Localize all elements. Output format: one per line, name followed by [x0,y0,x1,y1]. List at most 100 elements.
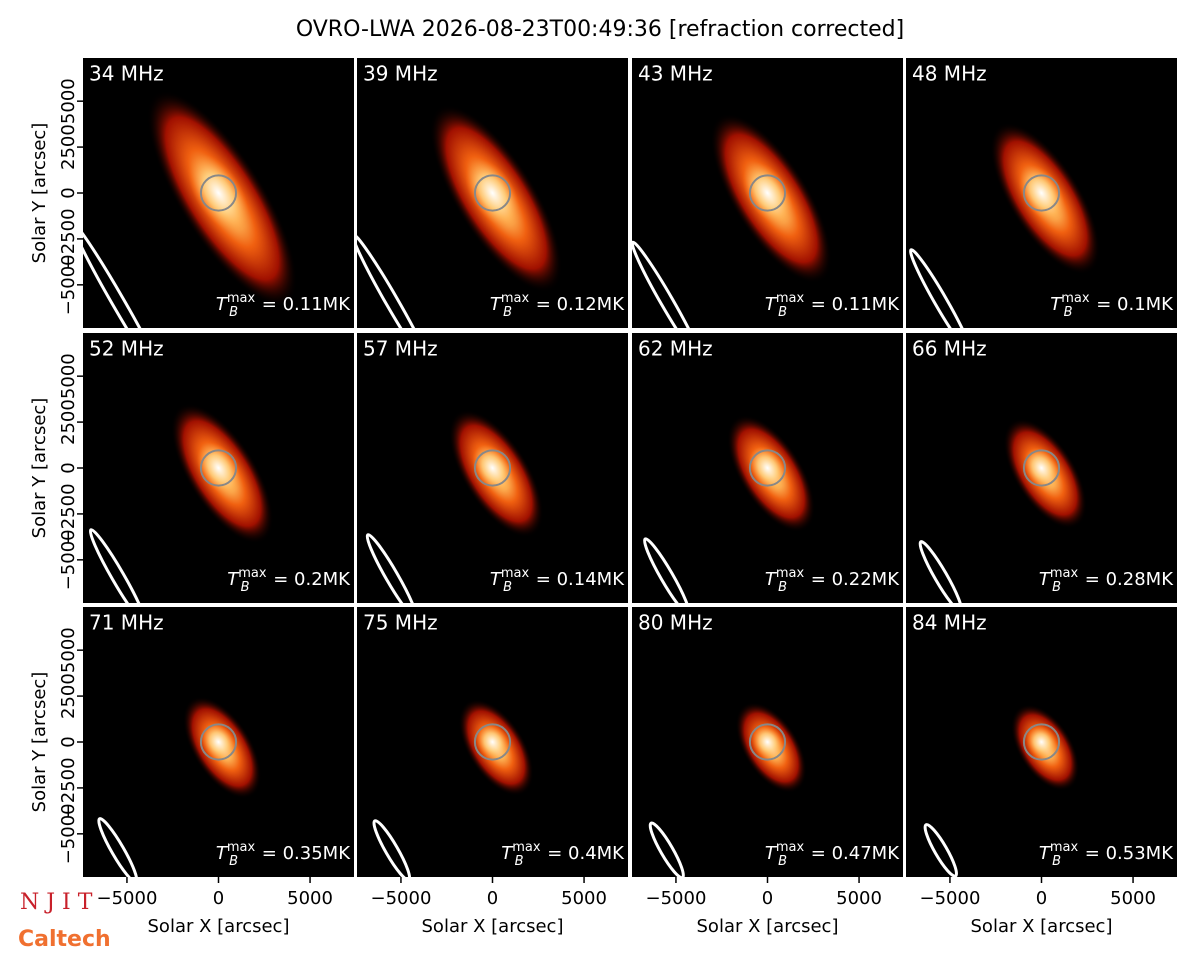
emission-core [472,444,513,492]
frequency-label: 39 MHz [363,62,438,86]
tb-value: = 0.2MK [268,569,352,590]
emission-core [748,446,787,490]
logo-njit: N J I T [20,890,93,915]
beam [909,248,973,328]
panel-content [918,418,1087,603]
emission-core [475,723,510,761]
tb-sup: max [227,291,256,306]
x-axis-label: Solar X [arcsec] [971,916,1113,937]
solar-disk [748,174,787,212]
y-tick-label: 0 [58,736,79,747]
tb-symbol: T [216,843,229,864]
tb-sub: B [778,854,787,869]
frequency-label: 71 MHz [89,611,164,635]
tb-value: = 0.22MK [805,569,900,590]
x-tick-label: 0 [1036,888,1047,909]
solar-disk [748,723,787,761]
tb-value: = 0.47MK [805,843,900,864]
beam [97,817,139,877]
frequency-label: 84 MHz [912,611,987,635]
tb-value: = 0.53MK [1079,843,1174,864]
x-tick-label: −5000 [920,888,981,909]
tb-sup: max [776,291,805,306]
frequency-label: 80 MHz [638,611,713,635]
beam [372,819,412,877]
x-tick-label: 5000 [1110,888,1156,909]
beam [923,823,958,877]
tb-value: = 0.1MK [1091,294,1175,315]
tb-symbol: T [216,294,229,315]
x-tick-label: 5000 [836,888,882,909]
tb-symbol: T [1039,569,1052,590]
tb-max-label: Tmax B = 0.22MK [765,566,900,595]
tb-sub: B [778,305,787,320]
y-tick-label: −2500 [58,483,79,544]
tb-sup: max [776,840,805,855]
beam [357,233,433,328]
panel-content [372,699,534,877]
x-axis-label: Solar X [arcsec] [148,916,290,937]
y-tick-label: 0 [58,187,79,198]
tb-max-label: Tmax B = 0.11MK [216,291,351,320]
tb-symbol: T [765,569,778,590]
tb-max-label: Tmax B = 0.4MK [501,840,625,869]
y-tick-label: 5000 [58,353,79,399]
tb-symbol: T [501,843,514,864]
frequency-label: 66 MHz [912,337,987,361]
frequency-label: 34 MHz [89,62,164,86]
y-tick-label: −2500 [58,757,79,818]
beam [648,821,685,877]
frequency-label: 43 MHz [638,62,713,86]
tb-sub: B [1052,854,1061,869]
beam [643,537,691,603]
panel-content [648,702,807,877]
tb-sub: B [241,580,250,595]
y-tick-label: 2500 [58,673,79,719]
beam [632,240,703,328]
tb-sup: max [227,840,256,855]
tb-value: = 0.4MK [542,843,626,864]
y-tick-label: 2500 [58,399,79,445]
beam [88,528,147,603]
solar-disk [473,723,512,761]
panel-content [632,113,832,328]
x-tick-label: −5000 [97,888,158,909]
figure-title: OVRO-LWA 2026-08-23T00:49:36 [refraction… [296,17,904,42]
tb-symbol: T [1039,843,1052,864]
y-tick-label: 5000 [58,78,79,124]
panel-content [365,409,544,603]
solar-disk [473,449,512,487]
tb-max-label: Tmax B = 0.28MK [1039,566,1174,595]
tb-value: = 0.14MK [530,569,625,590]
tb-symbol: T [490,294,503,315]
tb-sub: B [503,580,512,595]
panel-content [88,403,274,603]
tb-value: = 0.11MK [256,294,351,315]
tb-sup: max [501,291,530,306]
frequency-label: 57 MHz [363,337,438,361]
y-tick-label: 5000 [58,627,79,673]
tb-sub: B [1064,305,1073,320]
tb-sup: max [512,840,541,855]
frequency-label: 62 MHz [638,337,713,361]
x-axis-label: Solar X [arcsec] [697,916,839,937]
logo-caltech: Caltech [18,927,111,952]
tb-value: = 0.35MK [256,843,351,864]
tb-sub: B [778,580,787,595]
solar-disk [748,449,787,487]
beam [83,220,166,328]
solar-disk [199,723,238,761]
tb-max-label: Tmax B = 0.47MK [765,840,900,869]
tb-symbol: T [765,294,778,315]
tb-max-label: Tmax B = 0.35MK [216,840,351,869]
x-tick-label: 5000 [287,888,333,909]
tb-max-label: Tmax B = 0.12MK [490,291,625,320]
x-tick-label: −5000 [646,888,707,909]
emission-core [742,162,793,224]
tb-max-label: Tmax B = 0.1MK [1050,291,1174,320]
x-axis-label: Solar X [arcsec] [422,916,564,937]
x-tick-label: 0 [762,888,773,909]
panel-content [83,90,298,328]
emission-core [751,724,784,760]
